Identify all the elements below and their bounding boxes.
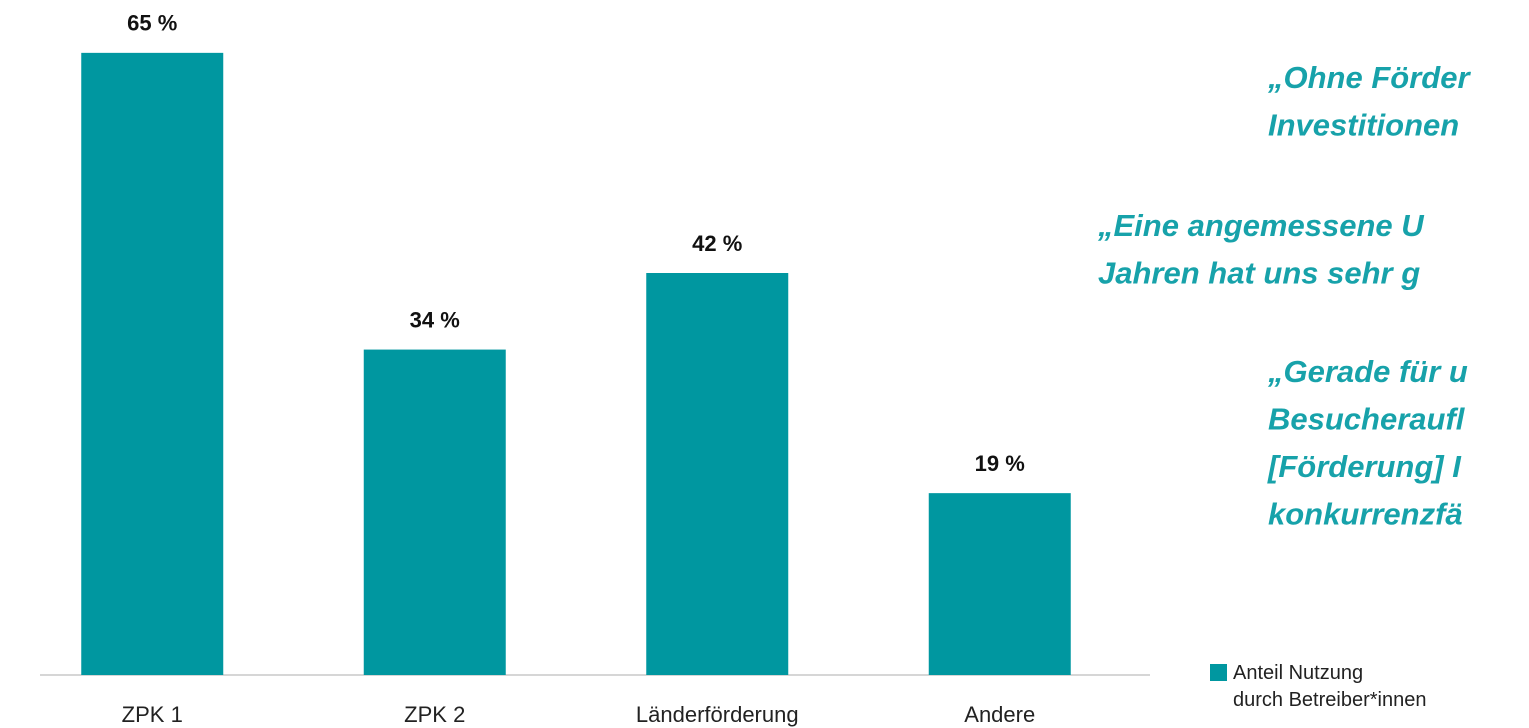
quote-line: „Ohne Förder: [1267, 60, 1471, 95]
quote-line: „Gerade für u: [1267, 354, 1468, 389]
quote-line: „Eine angemessene U: [1097, 208, 1425, 243]
value-label: 19 %: [975, 451, 1025, 476]
bar: [646, 273, 789, 675]
value-label: 65 %: [127, 11, 177, 36]
x-tick-label: Andere: [964, 702, 1035, 727]
quote-line: konkurrenzfä: [1268, 497, 1463, 532]
quote-line: Besucheraufl: [1268, 402, 1466, 437]
bar: [81, 52, 224, 676]
x-tick-label: Länderförderung: [636, 702, 799, 727]
legend-swatch: [1210, 664, 1227, 681]
legend-label: Anteil Nutzung durch Betreiber*innen: [1233, 662, 1427, 711]
bar: [928, 493, 1071, 675]
x-tick-label: ZPK 2: [404, 702, 465, 727]
quote-line: Jahren hat uns sehr g: [1098, 256, 1420, 291]
quote-line: [Förderung] I: [1267, 449, 1462, 484]
quote-line: Investitionen: [1268, 108, 1459, 143]
x-tick-label: ZPK 1: [122, 702, 183, 727]
value-label: 34 %: [410, 307, 460, 332]
value-label: 42 %: [692, 231, 742, 256]
bar: [363, 349, 506, 675]
